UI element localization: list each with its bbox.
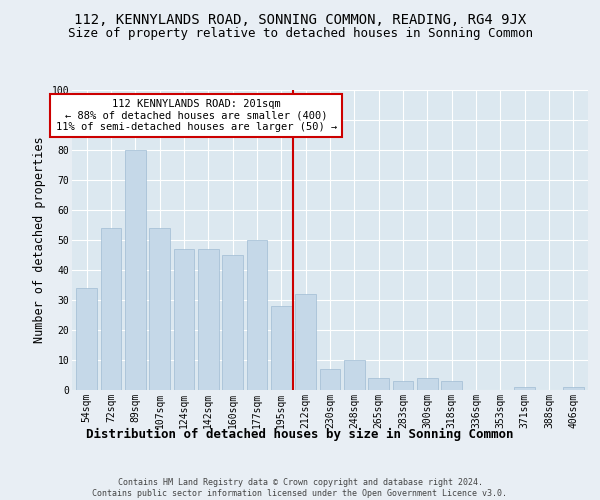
Y-axis label: Number of detached properties: Number of detached properties xyxy=(33,136,46,344)
Bar xyxy=(149,228,170,390)
Bar xyxy=(198,249,218,390)
Bar xyxy=(417,378,438,390)
Text: Size of property relative to detached houses in Sonning Common: Size of property relative to detached ho… xyxy=(67,28,533,40)
Bar xyxy=(368,378,389,390)
Bar xyxy=(320,369,340,390)
Text: Distribution of detached houses by size in Sonning Common: Distribution of detached houses by size … xyxy=(86,428,514,440)
Bar xyxy=(76,288,97,390)
Text: Contains HM Land Registry data © Crown copyright and database right 2024.
Contai: Contains HM Land Registry data © Crown c… xyxy=(92,478,508,498)
Bar xyxy=(392,381,413,390)
Bar xyxy=(101,228,121,390)
Bar xyxy=(514,387,535,390)
Text: 112, KENNYLANDS ROAD, SONNING COMMON, READING, RG4 9JX: 112, KENNYLANDS ROAD, SONNING COMMON, RE… xyxy=(74,12,526,26)
Bar xyxy=(173,249,194,390)
Bar xyxy=(442,381,462,390)
Bar xyxy=(125,150,146,390)
Bar xyxy=(222,255,243,390)
Bar xyxy=(344,360,365,390)
Bar xyxy=(563,387,584,390)
Bar xyxy=(247,240,268,390)
Bar xyxy=(295,294,316,390)
Bar xyxy=(271,306,292,390)
Text: 112 KENNYLANDS ROAD: 201sqm
← 88% of detached houses are smaller (400)
11% of se: 112 KENNYLANDS ROAD: 201sqm ← 88% of det… xyxy=(56,99,337,132)
